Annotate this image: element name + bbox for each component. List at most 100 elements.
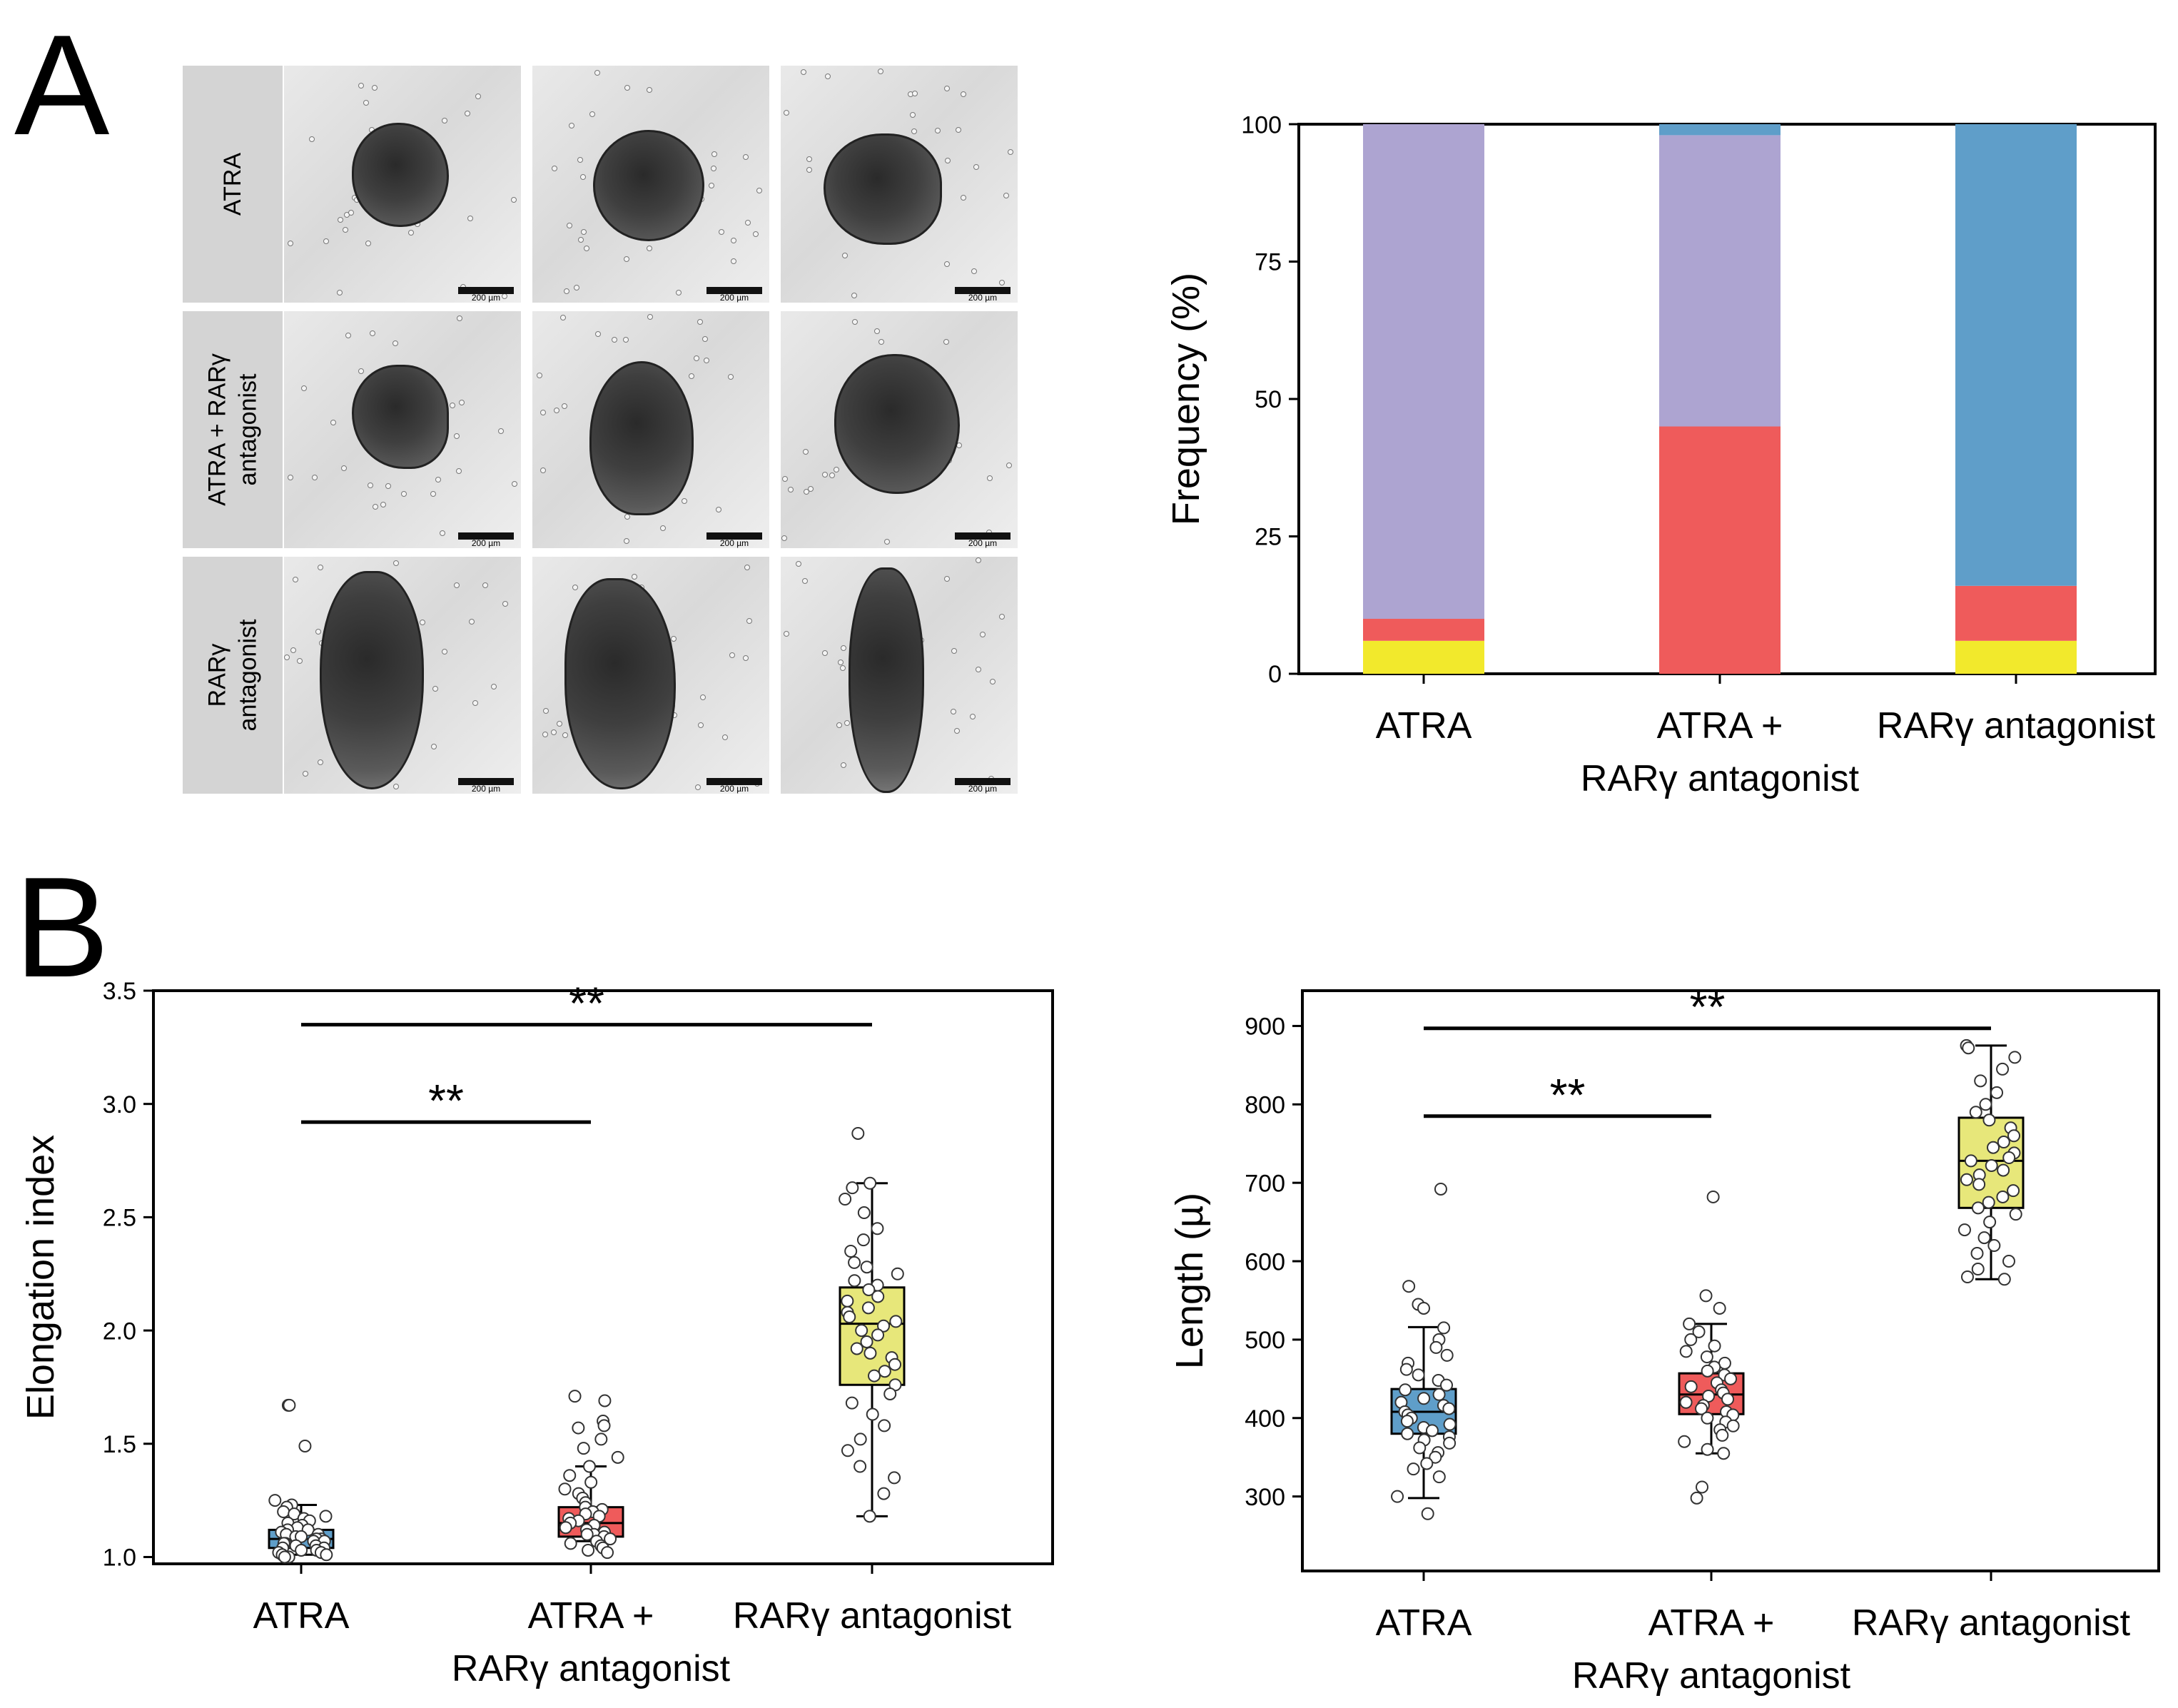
cell-debris-speck [961, 195, 966, 201]
data-point [878, 1419, 891, 1432]
cell-debris-speck [745, 220, 751, 226]
cell-debris-speck [393, 784, 399, 789]
data-point [1442, 1402, 1456, 1415]
y-tick-label: 50 [1255, 386, 1282, 413]
x-tick-label: ATRA + [528, 1595, 654, 1637]
cell-debris-speck [822, 472, 828, 477]
cell-debris-speck [697, 319, 703, 325]
data-point [1413, 1441, 1427, 1455]
data-point [598, 1394, 612, 1408]
cell-debris-speck [676, 290, 682, 295]
data-point [863, 1346, 877, 1360]
cell-debris-speck [781, 535, 787, 541]
cell-debris-speck [971, 268, 977, 274]
cell-debris-speck [1006, 463, 1012, 468]
cell-debris-speck [842, 253, 848, 258]
plot-frame [1301, 989, 2160, 1572]
organoid-micrograph: 200 µm [532, 311, 769, 548]
data-point [857, 1206, 871, 1220]
cell-debris-speck [825, 74, 831, 79]
cell-debris-speck [457, 315, 462, 321]
cell-debris-speck [612, 337, 617, 343]
cell-debris-speck [373, 504, 378, 510]
cell-debris-speck [482, 582, 488, 588]
cell-debris-speck [716, 507, 721, 512]
data-point [1692, 1325, 1706, 1338]
cell-debris-speck [943, 339, 949, 345]
data-point [1997, 1163, 2010, 1177]
data-point [1696, 1480, 1709, 1494]
data-point [278, 1550, 291, 1564]
y-tick-label: 1.0 [103, 1545, 136, 1572]
cell-debris-speck [581, 229, 587, 235]
significance-label: ** [428, 1075, 464, 1126]
data-point [1399, 1383, 1412, 1397]
organoid-micrograph: 200 µm [781, 66, 1018, 303]
organoid-micrograph: 200 µm [284, 311, 521, 548]
organoid-micrograph: 200 µm [532, 557, 769, 794]
cell-debris-speck [435, 477, 441, 482]
data-point [295, 1543, 308, 1557]
cell-debris-speck [841, 645, 846, 651]
cell-debris-speck [801, 69, 806, 75]
cell-debris-speck [976, 667, 981, 672]
cell-debris-speck [729, 652, 735, 658]
data-point [888, 1471, 901, 1485]
cell-debris-speck [624, 256, 629, 262]
significance-label: ** [1550, 1069, 1586, 1121]
data-point [1970, 1247, 1984, 1260]
scale-bar [706, 778, 762, 785]
cell-debris-speck [358, 83, 364, 89]
cell-debris-speck [284, 655, 290, 660]
cell-debris-speck [746, 618, 752, 624]
cell-debris-speck [624, 514, 630, 520]
cell-debris-speck [345, 333, 351, 338]
cell-debris-speck [647, 314, 653, 320]
scale-bar-label: 200 µm [719, 293, 749, 303]
cell-debris-speck [574, 285, 579, 290]
micrograph-row-label: ATRA + RARγ antagonist [183, 311, 283, 548]
cell-debris-speck [838, 660, 844, 665]
data-point [856, 1233, 870, 1247]
cell-debris-speck [442, 118, 447, 123]
cell-debris-speck [454, 582, 460, 588]
y-tick-label: 100 [1241, 114, 1282, 138]
data-point [1695, 1402, 1708, 1415]
cell-debris-speck [689, 373, 694, 379]
y-tick-label: 500 [1245, 1327, 1285, 1354]
length-box-plot: 300 400 500 600 700 800 900 Length (µ) ** ** ATRA A… [1168, 981, 2160, 1697]
data-point [568, 1390, 582, 1403]
data-point [1997, 1273, 2011, 1286]
cell-debris-speck [368, 482, 373, 488]
data-point [866, 1408, 879, 1421]
cell-debris-speck [719, 229, 724, 235]
cell-debris-speck [469, 619, 475, 625]
stacked-bar-segment [1955, 124, 2077, 586]
organoid [320, 571, 424, 789]
data-point [1962, 1041, 1975, 1055]
y-tick-label: 75 [1255, 249, 1282, 276]
frequency-stacked-bar-chart: 0 25 50 75 100 Frequency (%) ATRA ATRA + RARγ an… [1165, 114, 2157, 799]
cell-debris-speck [567, 223, 572, 228]
cell-debris-speck [961, 91, 966, 97]
stacked-bar-segment [1363, 124, 1484, 619]
cell-debris-speck [834, 467, 839, 473]
data-point [1718, 1356, 1731, 1370]
cell-debris-speck [560, 315, 566, 320]
cell-debris-speck [695, 784, 701, 790]
cell-debris-speck [370, 330, 375, 336]
scale-bar-label: 200 µm [968, 538, 998, 548]
cell-debris-speck [671, 636, 677, 642]
cell-debris-speck [393, 560, 399, 566]
cell-debris-speck [595, 331, 601, 337]
scale-bar [706, 532, 762, 540]
cell-debris-speck [337, 290, 343, 295]
data-point [848, 1255, 861, 1269]
cell-debris-speck [554, 408, 559, 413]
cell-debris-speck [806, 167, 812, 173]
stacked-bar-segment [1659, 135, 1781, 427]
data-point [846, 1181, 859, 1195]
cell-debris-speck [1003, 193, 1009, 198]
cell-debris-speck [465, 111, 470, 116]
cell-debris-speck [475, 94, 481, 99]
